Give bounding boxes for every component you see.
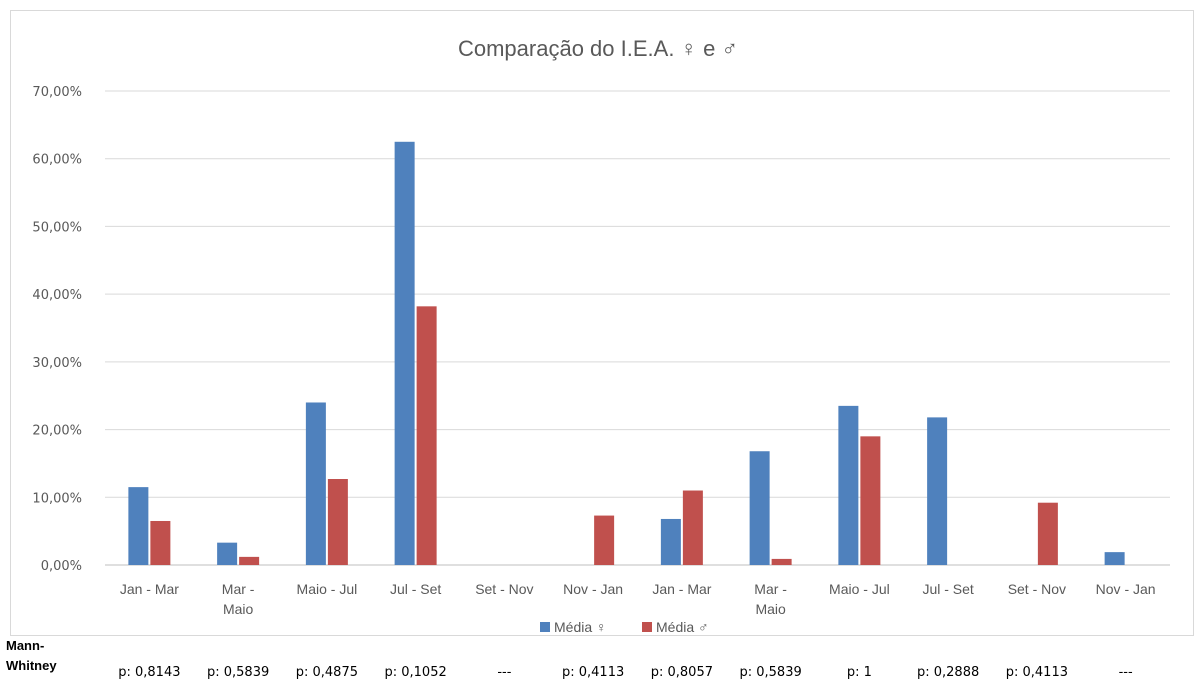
bar-male <box>771 558 792 565</box>
bar-female <box>128 487 149 565</box>
y-tick-label: 20,00% <box>32 424 82 439</box>
x-tick-label: Jan - Mar <box>652 581 711 597</box>
p-value: p: 0,8057 <box>650 665 713 680</box>
chart-title: Comparação do I.E.A. ♀ e ♂ <box>458 36 738 61</box>
bar-female <box>838 405 859 565</box>
y-tick-label: 40,00% <box>32 288 82 303</box>
x-tick-label: Nov - Jan <box>1096 581 1156 597</box>
x-tick-label: Maio <box>755 601 786 617</box>
x-tick-label: Maio <box>223 601 254 617</box>
bar-female <box>749 451 770 565</box>
x-tick-label: Set - Nov <box>1008 581 1066 597</box>
p-value: p: 0,1052 <box>384 665 447 680</box>
p-value: p: 1 <box>846 665 872 680</box>
legend-label: Média ♂ <box>656 619 709 635</box>
y-tick-label: 10,00% <box>32 491 82 506</box>
y-tick-label: 30,00% <box>32 356 82 371</box>
legend-swatch <box>642 622 652 632</box>
bar-male <box>682 490 703 565</box>
bar-male <box>239 556 260 565</box>
p-value: --- <box>497 665 512 680</box>
y-tick-label: 50,00% <box>32 220 82 235</box>
p-value: p: 0,5839 <box>206 665 270 680</box>
mann-whitney-label: Mann- Whitney <box>6 638 57 673</box>
bar-male <box>327 479 348 565</box>
x-tick-label: Set - Nov <box>475 581 533 597</box>
x-tick-label: Maio - Jul <box>829 581 890 597</box>
x-tick-label: Mar - <box>222 581 255 597</box>
p-value: p: 0,2888 <box>916 665 980 680</box>
x-tick-label: Maio - Jul <box>297 581 358 597</box>
bar-male <box>1037 502 1058 565</box>
y-tick-label: 70,00% <box>32 85 82 100</box>
bar-male <box>416 306 437 565</box>
bar-male <box>860 436 881 565</box>
legend-swatch <box>540 622 550 632</box>
x-tick-label: Nov - Jan <box>563 581 623 597</box>
bar-male <box>150 520 171 565</box>
bar-male <box>594 515 615 565</box>
bar-female <box>217 542 238 565</box>
x-tick-label: Jul - Set <box>922 581 973 597</box>
bar-female <box>660 518 681 565</box>
p-value: p: 0,4113 <box>1005 665 1068 680</box>
legend-label: Média ♀ <box>554 619 607 635</box>
p-value: p: 0,5839 <box>739 665 802 680</box>
bar-female <box>927 417 948 565</box>
bar-female <box>305 402 326 565</box>
bar-female <box>394 141 415 566</box>
x-tick-label: Mar - <box>754 581 787 597</box>
chart-frame <box>10 10 1194 636</box>
y-tick-label: 60,00% <box>32 153 82 168</box>
x-tick-label: Jul - Set <box>390 581 441 597</box>
x-tick-label: Jan - Mar <box>120 581 179 597</box>
bar-female <box>1104 552 1125 565</box>
p-value: p: 0,4875 <box>295 665 358 680</box>
p-value: p: 0,8143 <box>118 665 181 680</box>
y-tick-label: 0,00% <box>41 559 82 574</box>
p-value: p: 0,4113 <box>561 665 625 680</box>
p-value: --- <box>1118 665 1133 680</box>
